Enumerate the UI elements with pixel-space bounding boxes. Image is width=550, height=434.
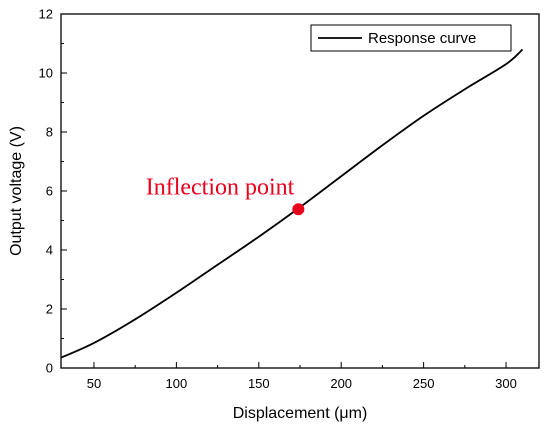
y-tick-label: 6 bbox=[46, 184, 53, 199]
x-tick-label: 250 bbox=[413, 376, 435, 391]
x-tick-label: 100 bbox=[166, 376, 188, 391]
y-tick-label: 0 bbox=[46, 361, 53, 376]
y-tick-label: 8 bbox=[46, 125, 53, 140]
legend: Response curve bbox=[310, 24, 512, 52]
y-tick-label: 4 bbox=[46, 243, 53, 258]
y-axis-title: Output voltage (V) bbox=[8, 126, 25, 256]
x-tick-label: 150 bbox=[248, 376, 270, 391]
annotation-layer: Inflection point bbox=[146, 174, 305, 216]
legend-label: Response curve bbox=[368, 30, 476, 47]
series-layer bbox=[60, 48, 524, 359]
x-axis-ticks: 50 100 150 200 250 300 bbox=[87, 362, 517, 391]
y-axis-ticks: 0 2 4 6 8 10 12 bbox=[39, 7, 67, 376]
x-axis-title: Displacement (μm) bbox=[233, 405, 368, 422]
y-tick-label: 12 bbox=[39, 7, 53, 22]
y-tick-label: 2 bbox=[46, 302, 53, 317]
y-tick-label: 10 bbox=[39, 66, 53, 81]
series-line-0 bbox=[60, 48, 524, 359]
inflection-point-label: Inflection point bbox=[146, 174, 295, 200]
inflection-point-marker bbox=[292, 203, 305, 216]
plot-area-frame bbox=[60, 13, 540, 369]
x-tick-label: 50 bbox=[87, 376, 101, 391]
x-tick-label: 200 bbox=[330, 376, 352, 391]
x-tick-label: 300 bbox=[495, 376, 517, 391]
